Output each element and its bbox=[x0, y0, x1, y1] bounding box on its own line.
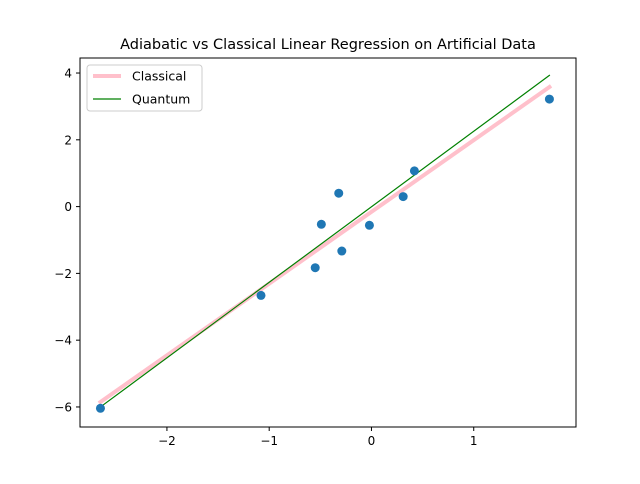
data-point bbox=[95, 403, 105, 413]
x-tick-label: −1 bbox=[260, 434, 278, 448]
y-tick-label: 4 bbox=[64, 67, 72, 81]
y-tick-label: −4 bbox=[54, 334, 72, 348]
x-tick-label: −2 bbox=[158, 434, 176, 448]
data-point bbox=[310, 263, 320, 273]
y-tick-label: 0 bbox=[64, 200, 72, 214]
data-point bbox=[398, 192, 408, 202]
chart-title: Adiabatic vs Classical Linear Regression… bbox=[120, 37, 536, 53]
series-line-quantum bbox=[99, 74, 551, 408]
x-tick-label: 1 bbox=[470, 434, 478, 448]
data-point bbox=[334, 188, 344, 198]
x-tick-label: 0 bbox=[368, 434, 376, 448]
y-tick-label: 2 bbox=[64, 133, 72, 147]
legend-quantum-label: Quantum bbox=[132, 92, 190, 107]
data-point bbox=[544, 94, 554, 104]
y-tick-label: −6 bbox=[54, 400, 72, 414]
data-point bbox=[316, 219, 326, 229]
legend: Classical Quantum bbox=[86, 64, 203, 112]
y-tick-label: −2 bbox=[54, 267, 72, 281]
series-line-classical bbox=[97, 84, 553, 405]
plot-marks bbox=[95, 74, 554, 413]
plot-frame bbox=[79, 57, 577, 428]
data-point bbox=[256, 290, 266, 300]
data-point bbox=[364, 220, 374, 230]
data-point bbox=[409, 166, 419, 176]
data-point bbox=[337, 246, 347, 256]
axes: −2 −1 0 1 −6 −4 −2 0 2 4 bbox=[54, 67, 477, 448]
legend-classical-label: Classical bbox=[132, 69, 186, 84]
